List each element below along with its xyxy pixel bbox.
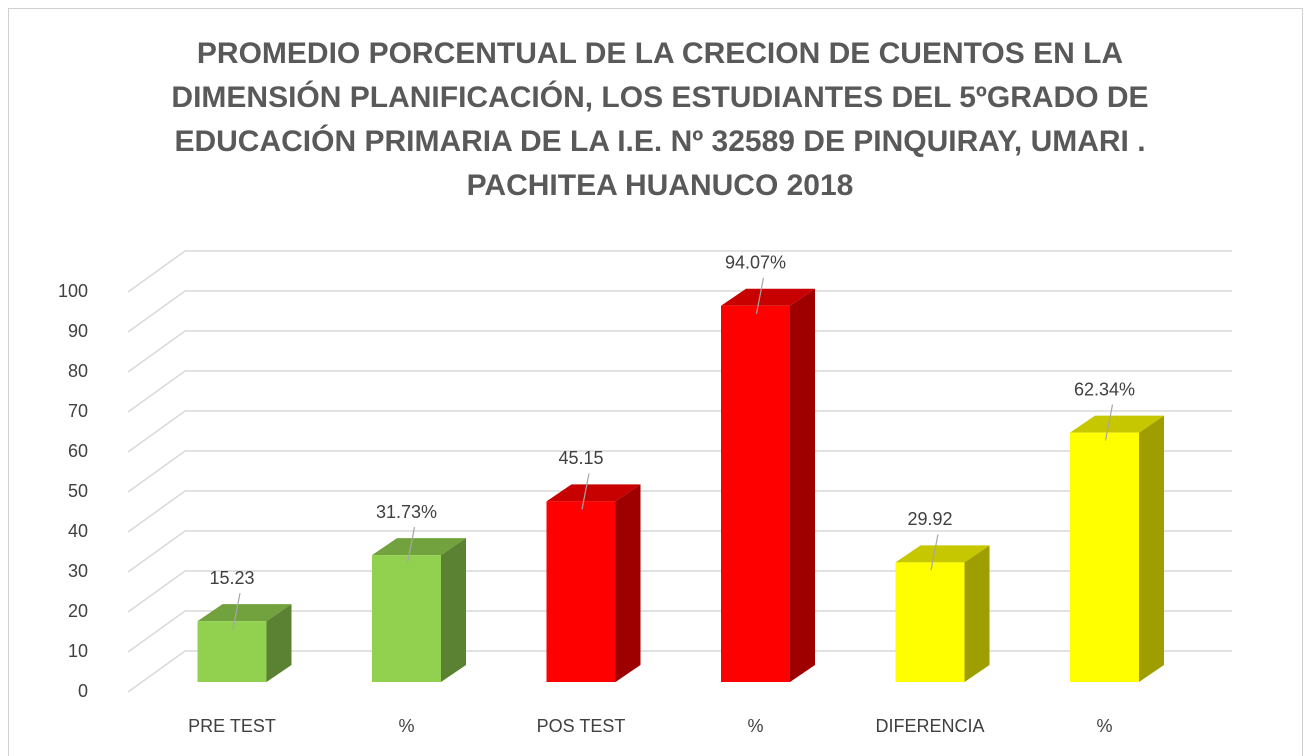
leader-line <box>232 592 241 630</box>
bar-side <box>964 545 990 682</box>
y-tick-label: 90 <box>68 321 88 341</box>
data-label: 94.07% <box>725 252 786 272</box>
x-tick-label: PRE TEST <box>188 716 276 736</box>
bar-side <box>266 604 292 682</box>
grid-line <box>127 530 1232 573</box>
bar-side <box>1139 415 1164 682</box>
bar-side <box>790 288 815 682</box>
y-tick-label: 50 <box>68 481 88 501</box>
x-tick-label: % <box>398 716 414 736</box>
y-tick-label: 40 <box>68 521 88 541</box>
bar <box>197 604 292 682</box>
grid-line <box>127 610 1232 653</box>
data-label: 31.73% <box>376 502 437 522</box>
data-label: 15.23 <box>209 568 254 588</box>
y-tick-label: 10 <box>68 641 88 661</box>
bar <box>546 484 641 682</box>
bar-side <box>441 538 466 682</box>
bar-top <box>1070 415 1164 433</box>
x-tick-label: DIFERENCIA <box>875 716 984 736</box>
grid-line <box>127 450 1232 493</box>
y-tick-label: 30 <box>68 561 88 581</box>
grid-line <box>127 410 1232 453</box>
chart-title: PROMEDIO PORCENTUAL DE LA CRECION DE CUE… <box>171 37 1149 202</box>
bar <box>895 545 990 682</box>
bar-front <box>721 305 790 682</box>
chart-frame <box>8 8 1303 756</box>
y-tick-label: 0 <box>78 681 88 701</box>
bar-top <box>546 484 641 502</box>
y-tick-label: 100 <box>58 281 88 301</box>
leader-line <box>581 473 590 510</box>
y-tick-label: 20 <box>68 601 88 621</box>
data-label: 62.34% <box>1074 379 1135 399</box>
bar <box>372 538 466 682</box>
grid-line <box>127 570 1232 613</box>
bar-front <box>372 555 441 682</box>
y-tick-label: 80 <box>68 361 88 381</box>
grid-line <box>127 370 1232 413</box>
bar <box>721 288 815 682</box>
data-label: 29.92 <box>907 509 952 529</box>
leader-line <box>755 277 765 314</box>
bar-front <box>546 501 616 682</box>
leader-line <box>1104 404 1114 441</box>
bar-top <box>721 288 815 306</box>
x-tick-label: % <box>747 716 763 736</box>
leader-line <box>406 526 416 564</box>
grid-line <box>127 290 1232 333</box>
y-tick-label: 70 <box>68 401 88 421</box>
x-tick-label: POS TEST <box>537 716 626 736</box>
grid-line <box>127 250 1232 293</box>
bar-top <box>895 545 990 563</box>
grid-line <box>127 490 1232 533</box>
bar-side <box>615 484 641 682</box>
bar-front <box>895 562 965 682</box>
bar <box>1070 415 1164 682</box>
data-label: 45.15 <box>558 448 603 468</box>
bar-top <box>197 604 292 622</box>
bar-front <box>1070 432 1139 682</box>
grid-line <box>127 330 1232 373</box>
leader-line <box>930 534 939 571</box>
bar-top <box>372 538 466 556</box>
bar-front <box>197 621 267 682</box>
y-tick-label: 60 <box>68 441 88 461</box>
x-tick-label: % <box>1096 716 1112 736</box>
grid-line <box>127 650 1232 693</box>
